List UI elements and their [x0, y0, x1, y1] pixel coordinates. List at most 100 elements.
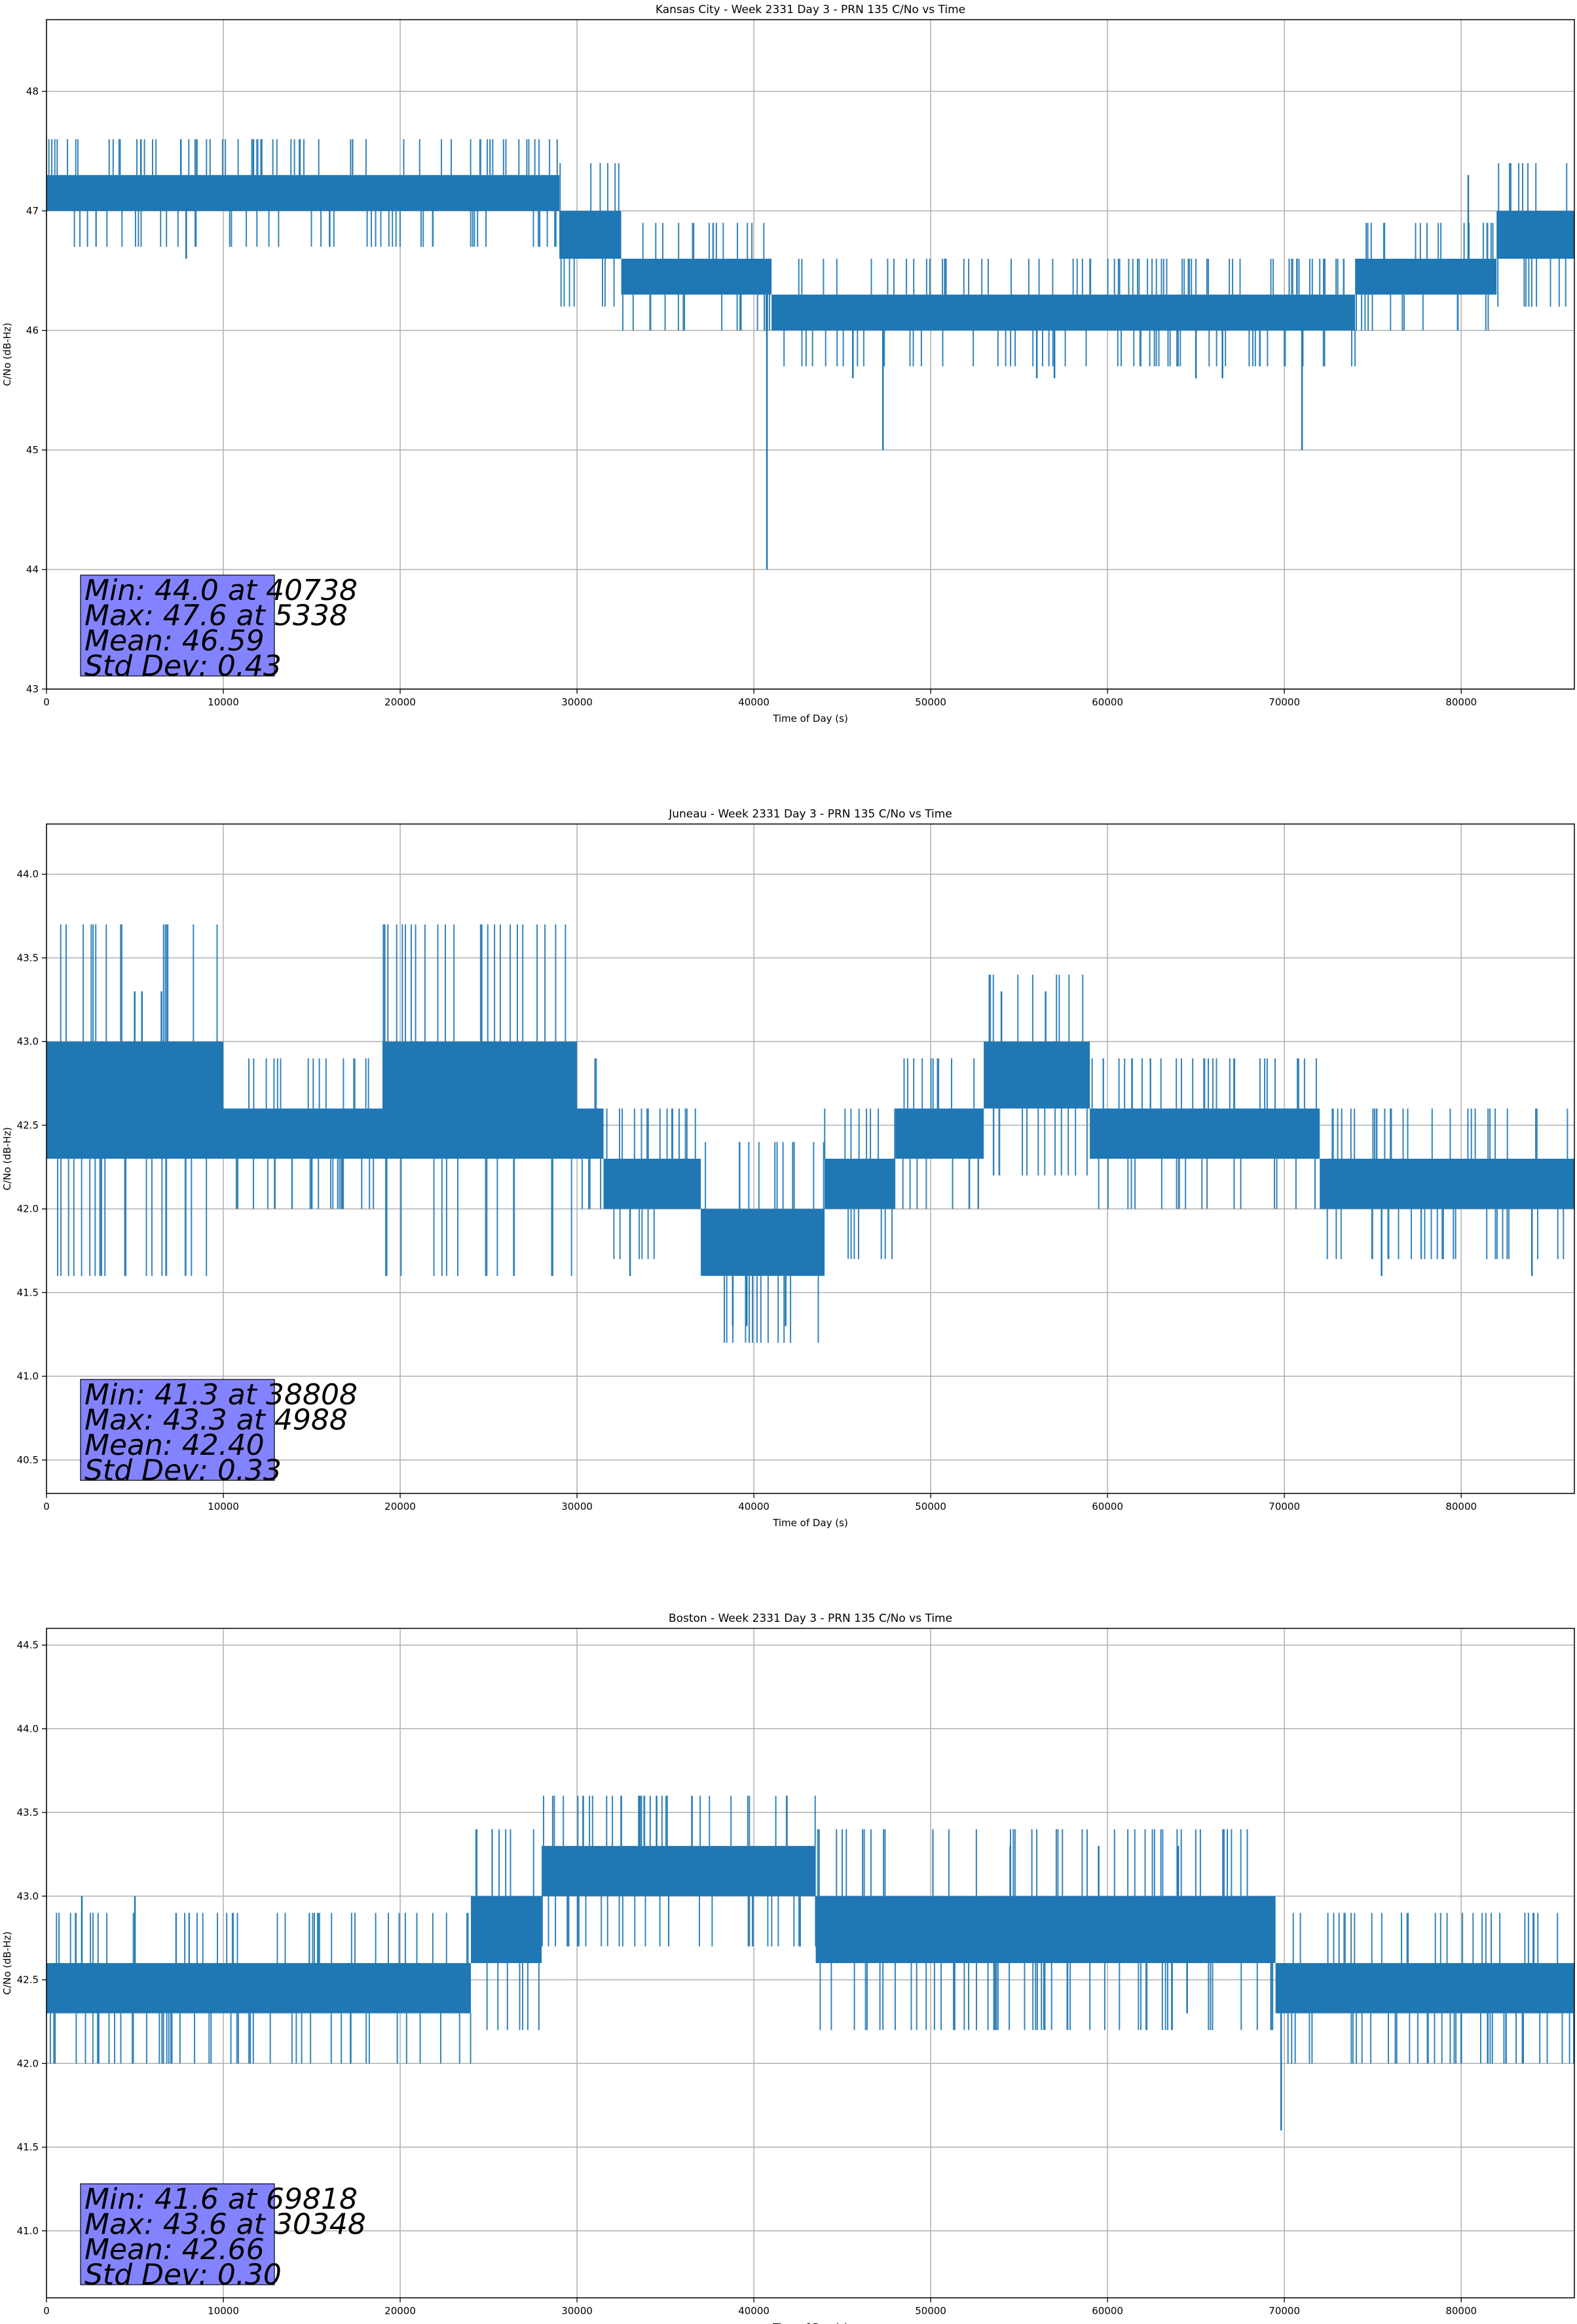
x-tick-label: 10000: [208, 1501, 239, 1512]
y-tick-label: 45: [26, 444, 39, 456]
x-tick-label: 40000: [738, 2305, 770, 2317]
series-noise: [1287, 1913, 1574, 2064]
series-band: [815, 1896, 1276, 1963]
y-tick-label: 41.5: [17, 1286, 39, 1298]
chart-2: 0 10000 20000 30000 40000 50000 60000 70000 8000…: [1, 808, 1575, 1529]
x-tick-label: 50000: [915, 1501, 946, 1512]
x-tick-label: 20000: [384, 696, 416, 708]
series-noise: [475, 1829, 540, 2031]
y-tick-label: 48: [26, 86, 39, 98]
series-band: [1090, 1108, 1320, 1159]
y-tick-label: 43: [26, 683, 39, 695]
series-noise: [48, 139, 312, 247]
stats-line: Min: 41.3 at 38808: [84, 1378, 358, 1412]
x-tick-label: 40000: [738, 696, 770, 708]
stats-line: Mean: 42.40: [84, 1429, 265, 1462]
chart-1: 0 10000 20000 30000 40000 50000 60000 70000 8000…: [1, 3, 1575, 724]
x-tick-label: 50000: [915, 696, 946, 708]
series-band: [984, 1041, 1090, 1109]
y-tick-label: 44.5: [17, 1640, 39, 1651]
series-noise: [606, 1108, 696, 1260]
y-tick-label: 43.5: [17, 1807, 39, 1818]
y-tick-label: 44.0: [17, 1723, 39, 1734]
stats-line: Min: 41.6 at 69818: [84, 2183, 358, 2216]
stats-line: Max: 43.6 at 30348: [84, 2208, 366, 2241]
series-noise: [1091, 1058, 1317, 1209]
series-noise: [1326, 1108, 1568, 1260]
x-tick-label: 60000: [1092, 2305, 1123, 2317]
x-tick-label: 0: [43, 696, 50, 708]
y-tick-label: 41.5: [17, 2141, 39, 2153]
series-band: [1320, 1159, 1574, 1209]
series-noise: [235, 1058, 375, 1209]
stats-line: Min: 44.0 at 40738: [84, 574, 358, 607]
series-noise: [824, 1108, 896, 1260]
series-band: [1275, 1963, 1574, 2014]
x-axis-label: Time of Day (s): [772, 2321, 848, 2324]
series-band: [382, 1041, 578, 1159]
y-tick-label: 44.0: [17, 869, 39, 880]
series-band: [223, 1108, 383, 1159]
axes-frame: [46, 19, 1575, 690]
x-tick-label: 30000: [561, 696, 593, 708]
series-band: [312, 175, 560, 211]
series-band: [825, 1159, 896, 1209]
x-tick-label: 80000: [1445, 696, 1477, 708]
chart-title: Kansas City - Week 2331 Day 3 - PRN 135 …: [656, 3, 965, 16]
x-tick-label: 40000: [738, 1501, 770, 1512]
stats-line: Mean: 46.59: [84, 624, 265, 658]
series-band: [895, 1108, 984, 1159]
y-tick-label: 41.0: [17, 2225, 39, 2237]
series-noise: [988, 974, 1088, 1176]
series-noise: [817, 1829, 1274, 2031]
axes-frame: [46, 823, 1575, 1494]
x-tick-label: 0: [43, 1501, 50, 1512]
y-tick-label: 42.5: [17, 1119, 39, 1131]
x-tick-label: 30000: [561, 1501, 593, 1512]
y-axis-label: C/No (dB-Hz): [1, 1127, 13, 1191]
series-line: [46, 1795, 1574, 2131]
series-band: [603, 1159, 701, 1209]
stats-line: Mean: 42.66: [84, 2233, 265, 2266]
x-tick-label: 20000: [384, 1501, 416, 1512]
y-tick-label: 43.0: [17, 1890, 39, 1902]
y-tick-label: 42.5: [17, 1974, 39, 1986]
series-noise: [581, 1058, 602, 1209]
chart-title: Juneau - Week 2331 Day 3 - PRN 135 C/No …: [668, 808, 952, 821]
series-noise: [1356, 223, 1494, 331]
series-band: [577, 1108, 604, 1159]
stats-line: Std Dev: 0.43: [84, 650, 282, 683]
chart-title: Boston - Week 2331 Day 3 - PRN 135 C/No …: [669, 1612, 952, 1625]
chart-3: 0 10000 20000 30000 40000 50000 60000 70000 8000…: [1, 1612, 1575, 2324]
y-tick-label: 43.0: [17, 1036, 39, 1047]
x-tick-label: 10000: [208, 2305, 239, 2317]
y-tick-label: 46: [26, 325, 39, 337]
series-noise: [57, 924, 218, 1276]
series-noise: [783, 259, 1356, 367]
series-line: [46, 139, 1574, 570]
series-band: [1355, 259, 1497, 295]
series-band: [46, 175, 312, 211]
x-tick-label: 70000: [1269, 696, 1300, 708]
series-noise: [542, 1795, 817, 1947]
stats-line: Std Dev: 0.30: [84, 2258, 282, 2292]
series-noise: [318, 139, 558, 247]
y-tick-label: 47: [26, 205, 39, 217]
axes-frame: [46, 1628, 1575, 2298]
series-band: [471, 1896, 542, 1963]
stats-line: Std Dev: 0.33: [84, 1454, 282, 1488]
series-band: [1496, 211, 1574, 259]
x-tick-label: 60000: [1092, 696, 1123, 708]
series-band: [559, 211, 622, 259]
series-band: [771, 294, 1356, 331]
y-tick-label: 43.5: [17, 952, 39, 964]
series-noise: [1497, 163, 1568, 307]
x-tick-label: 80000: [1445, 2305, 1477, 2317]
x-tick-label: 80000: [1445, 1501, 1477, 1512]
y-tick-label: 41.0: [17, 1370, 39, 1382]
series-noise: [559, 163, 620, 307]
